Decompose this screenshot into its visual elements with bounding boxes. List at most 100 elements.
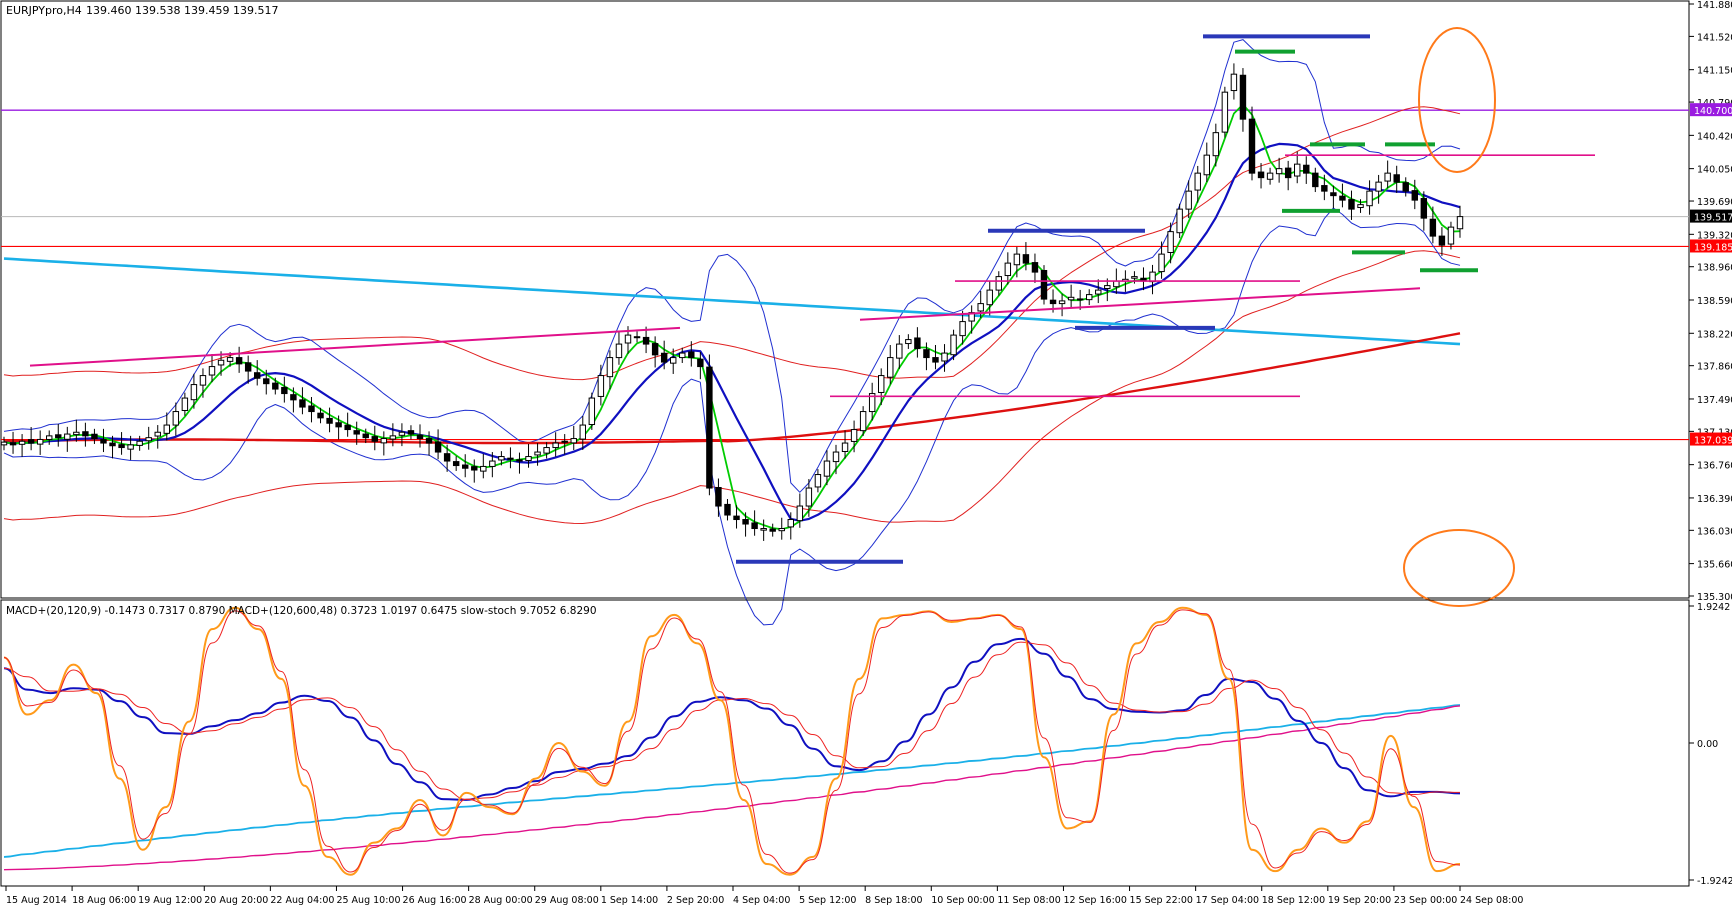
candle-body bbox=[1375, 181, 1382, 192]
candle-body bbox=[615, 343, 623, 359]
candle-body bbox=[380, 438, 388, 444]
candle-body bbox=[1284, 167, 1292, 179]
time-axis-tick-label: 15 Aug 2014 bbox=[6, 895, 67, 906]
candle-body bbox=[859, 411, 867, 432]
candle-body bbox=[1257, 171, 1265, 179]
price-axis-tick-label: 139.690 bbox=[1697, 197, 1732, 208]
time-axis-tick-label: 23 Sep 00:00 bbox=[1394, 895, 1457, 906]
candle-body bbox=[1330, 192, 1337, 197]
candle-body bbox=[181, 397, 189, 411]
candle-body bbox=[416, 434, 424, 440]
price-label-box bbox=[1690, 103, 1732, 117]
price-label: 137.039 bbox=[1694, 436, 1732, 447]
candle-body bbox=[1366, 190, 1373, 207]
bollinger-upper-line bbox=[3, 39, 1461, 493]
time-axis: 15 Aug 2014 18 Aug 06:00 19 Aug 12:00 20 Au… bbox=[5, 886, 1523, 906]
time-axis-tick-label: 10 Sep 00:00 bbox=[931, 895, 994, 906]
candle-body bbox=[1022, 254, 1030, 264]
price-axis-tick-label: 140.050 bbox=[1697, 165, 1732, 176]
price-axis-tick-label: 135.660 bbox=[1697, 560, 1732, 571]
candle-body bbox=[443, 453, 451, 462]
candle-body bbox=[1393, 174, 1400, 183]
price-axis-tick-label: 141.880 bbox=[1697, 0, 1732, 11]
price-axis-tick-label: 136.760 bbox=[1697, 461, 1732, 472]
candle-body bbox=[787, 519, 794, 528]
candle-body bbox=[1266, 172, 1274, 180]
time-axis-tick-label: 1 Sep 14:00 bbox=[601, 895, 658, 906]
candle-body bbox=[697, 358, 704, 368]
time-axis-tick-label: 12 Sep 16:00 bbox=[1063, 895, 1126, 906]
candle-body bbox=[1438, 235, 1446, 246]
candle-body bbox=[1411, 190, 1418, 201]
candle-body bbox=[1049, 299, 1057, 305]
candle-body bbox=[724, 503, 731, 516]
time-axis-tick-label: 8 Sep 18:00 bbox=[865, 895, 922, 906]
candle-body bbox=[1294, 163, 1301, 177]
price-axis-tick-label: 138.220 bbox=[1697, 329, 1732, 340]
candle-body bbox=[715, 486, 722, 507]
candle-body bbox=[1420, 198, 1428, 219]
candle-body bbox=[172, 411, 180, 426]
macd-slow-line bbox=[3, 704, 1461, 858]
candle-body bbox=[36, 438, 44, 445]
candle-body bbox=[1040, 269, 1048, 300]
candle-body bbox=[1158, 253, 1165, 273]
candle-body bbox=[977, 303, 984, 312]
candle-body bbox=[480, 465, 487, 472]
candle-body bbox=[100, 439, 107, 444]
candle-body bbox=[733, 515, 740, 521]
candle-body bbox=[1248, 118, 1256, 174]
macd-slow-signal-line bbox=[3, 705, 1461, 871]
candle-body bbox=[868, 393, 876, 413]
oscillator-lines bbox=[3, 606, 1461, 876]
candle-body bbox=[1348, 199, 1355, 210]
candle-body bbox=[651, 343, 659, 356]
candle-body bbox=[914, 337, 921, 350]
candle-body bbox=[959, 321, 966, 337]
price-axis-tick-label: 137.860 bbox=[1697, 362, 1732, 373]
candle-body bbox=[760, 528, 767, 531]
candle-body bbox=[1113, 280, 1120, 288]
candle-body bbox=[263, 378, 270, 385]
candle-body bbox=[452, 461, 460, 467]
candle-body bbox=[1067, 296, 1075, 301]
indicator-axis: 1.9242 0.00 -1.9242 bbox=[1689, 602, 1732, 887]
candle-body bbox=[226, 357, 234, 362]
price-axis-tick-label: 138.960 bbox=[1697, 263, 1732, 274]
candle-body bbox=[244, 362, 252, 372]
price-axis-tick-label: 138.590 bbox=[1697, 296, 1732, 307]
candle-body bbox=[660, 352, 668, 363]
time-axis-tick-label: 5 Sep 12:00 bbox=[799, 895, 856, 906]
time-axis-tick-label: 15 Sep 22:00 bbox=[1130, 895, 1193, 906]
candle-body bbox=[199, 375, 207, 386]
candle-body bbox=[434, 441, 442, 453]
candle-body bbox=[1149, 271, 1156, 283]
candle-body bbox=[878, 375, 885, 393]
price-axis-tick-label: 137.490 bbox=[1697, 395, 1732, 406]
candle-body bbox=[398, 431, 406, 436]
candle-body bbox=[46, 435, 53, 440]
candle-body bbox=[995, 276, 1002, 291]
candle-body bbox=[950, 334, 957, 356]
time-axis-tick-label: 19 Sep 20:00 bbox=[1328, 895, 1391, 906]
candle-body bbox=[1031, 262, 1039, 273]
price-axis-tick-label: 139.320 bbox=[1697, 230, 1732, 241]
chart-title: EURJPYpro,H4 bbox=[6, 4, 82, 17]
price-label: 139.185 bbox=[1694, 242, 1732, 253]
annotations bbox=[29, 27, 1595, 607]
candle-body bbox=[525, 456, 532, 462]
candle-body bbox=[91, 433, 98, 440]
candle-body bbox=[362, 433, 369, 439]
candle-body bbox=[290, 394, 297, 401]
price-label-box bbox=[1690, 239, 1732, 253]
candle-body bbox=[941, 352, 948, 362]
time-axis-tick-label: 25 Aug 10:00 bbox=[336, 895, 400, 906]
time-axis-tick-label: 20 Aug 20:00 bbox=[204, 895, 268, 906]
candle-body bbox=[136, 440, 143, 446]
price-axis-tick-label: 136.030 bbox=[1697, 526, 1732, 537]
candle-body bbox=[796, 505, 804, 522]
time-axis-tick-label: 24 Sep 08:00 bbox=[1460, 895, 1523, 906]
indicator-pane: MACD+(20,120,9) -0.1473 0.7317 0.8790 MA… bbox=[0, 599, 1690, 887]
candle-body bbox=[751, 522, 758, 530]
